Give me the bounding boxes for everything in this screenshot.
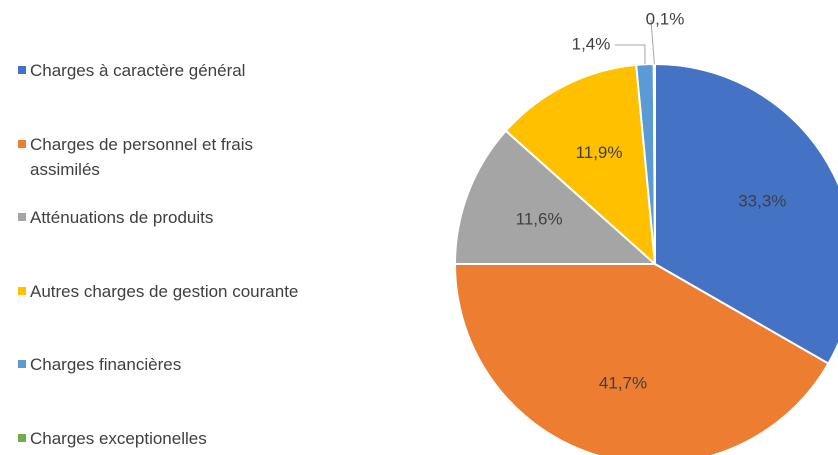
legend-swatch: [18, 286, 26, 295]
pie-slice: [504, 63, 657, 267]
pie-slice: [453, 129, 658, 265]
legend-entry: Charges financières: [18, 352, 320, 377]
legend-swatch: [18, 139, 26, 148]
legend-entry: Charges exceptionelles: [18, 426, 320, 451]
legend-swatch: [18, 433, 26, 442]
legend-entry: Charges de personnel et frais assimilés: [18, 132, 320, 182]
legend-label: Autres charges de gestion courante: [30, 281, 299, 301]
data-label: 33,3%: [738, 191, 786, 210]
leader-line: [615, 44, 646, 65]
legend-label: Charges exceptionelles: [30, 428, 207, 448]
data-label: 11,6%: [516, 209, 563, 228]
data-label: 41,7%: [599, 373, 647, 392]
pie-slice: [654, 62, 838, 366]
data-label: 0,1%: [646, 9, 685, 28]
legend-label: Atténuations de produits: [30, 208, 214, 227]
data-label: 11,9%: [576, 143, 623, 162]
legend-entry: Charges à caractère général: [18, 58, 320, 83]
data-label: 1,4%: [572, 34, 611, 53]
legend-entry: Autres charges de gestion courante: [18, 279, 320, 304]
legend-swatch: [18, 213, 26, 221]
leader-line: [650, 19, 655, 65]
pie-slice: [453, 263, 830, 455]
legend-label: Charges de personnel et frais assimilés: [30, 134, 254, 179]
legend-swatch: [18, 360, 26, 368]
pie-slice: [652, 62, 656, 265]
legend-entry: Atténuations de produits: [18, 205, 320, 230]
legend-swatch: [18, 66, 26, 74]
legend-label: Charges financières: [30, 355, 182, 374]
legend-label: Charges à caractère général: [30, 61, 246, 80]
